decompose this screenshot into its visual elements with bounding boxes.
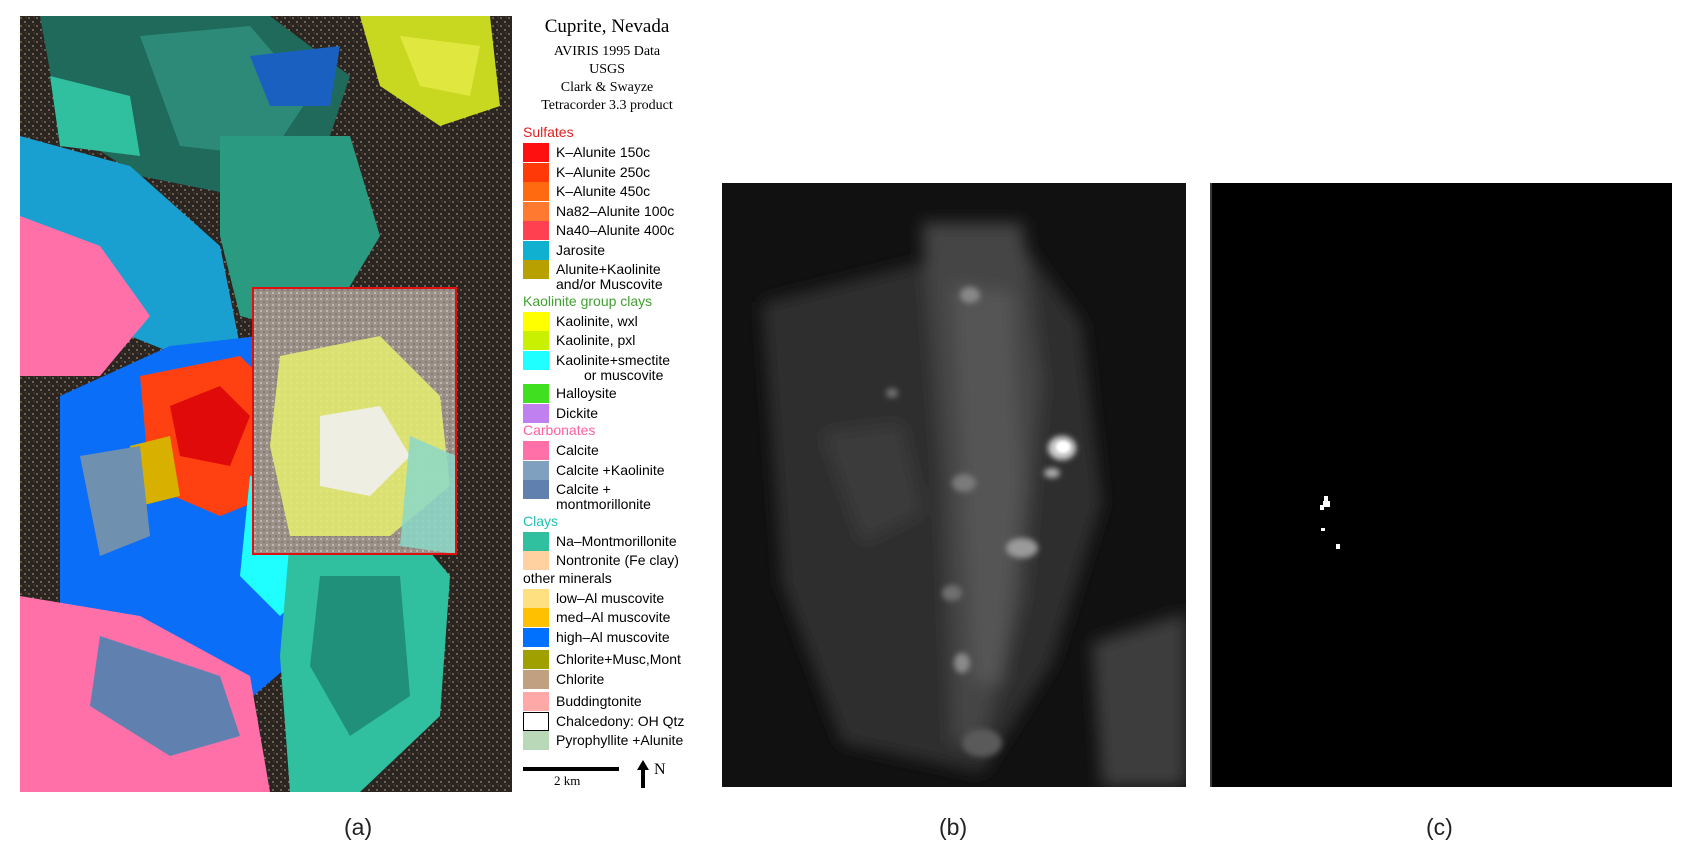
legend-swatch xyxy=(523,384,549,403)
detected-pixel xyxy=(1324,496,1328,501)
map-legend: Cuprite, Nevada AVIRIS 1995 Data USGS Cl… xyxy=(518,16,696,796)
legend-swatch xyxy=(523,650,549,669)
legend-item-label: Na82–Alunite 100c xyxy=(556,202,675,219)
caption-b: (b) xyxy=(939,814,968,840)
north-label: N xyxy=(654,761,666,778)
legend-swatch xyxy=(523,669,549,689)
legend-swatch xyxy=(523,403,549,423)
legend-group-heading: Carbonates xyxy=(523,422,596,438)
detected-pixel xyxy=(1321,528,1325,531)
legend-item-label: Na–Montmorillonite xyxy=(556,532,677,549)
legend-swatch xyxy=(523,240,549,260)
legend-item-label: Calcite xyxy=(556,442,599,458)
legend-swatch xyxy=(523,692,549,711)
legend-swatch xyxy=(523,331,549,350)
legend-item-label-line2: montmorillonite xyxy=(556,496,651,512)
mineral-map xyxy=(20,16,512,792)
legend-swatch xyxy=(523,551,549,570)
scale-label: 2 km xyxy=(554,773,581,788)
legend-item-label: Jarosite xyxy=(556,241,606,258)
detected-pixel xyxy=(1320,505,1324,510)
legend-swatch xyxy=(523,162,549,182)
legend-item-label-line2: and/or Muscovite xyxy=(556,276,663,292)
legend-item-label: Halloysite xyxy=(556,385,617,401)
legend-subtitle-2: USGS xyxy=(589,62,625,77)
legend-swatch xyxy=(523,480,549,499)
caption-a: (a) xyxy=(344,814,373,840)
legend-swatch xyxy=(523,201,549,221)
legend-item-label: Buddingtonite xyxy=(556,693,642,709)
legend-swatch xyxy=(523,531,549,551)
legend-swatch xyxy=(523,221,549,240)
legend-swatch xyxy=(523,182,549,201)
scale-bar xyxy=(523,767,619,771)
legend-swatch xyxy=(523,143,549,162)
legend-item-label: Nontronite (Fe clay) xyxy=(556,552,679,568)
legend-item-label: Alunite+Kaolinite xyxy=(556,261,661,277)
abundance-image xyxy=(722,183,1186,787)
legend-item-label: Chalcedony: OH Qtz xyxy=(556,712,685,729)
legend-item-label: Kaolinite, pxl xyxy=(556,332,636,348)
legend-swatch xyxy=(523,608,549,627)
detected-pixel xyxy=(1336,544,1340,549)
legend-swatch xyxy=(523,588,549,608)
legend-subtitle-4: Tetracorder 3.3 product xyxy=(541,98,673,113)
legend-title: Cuprite, Nevada xyxy=(544,16,670,37)
legend-item-label: med–Al muscovite xyxy=(556,609,671,625)
legend-group-heading: Clays xyxy=(523,512,559,529)
legend-group-heading: Sulfates xyxy=(523,124,574,140)
legend-item-label: high–Al muscovite xyxy=(556,628,670,645)
north-arrow-icon xyxy=(637,760,649,788)
legend-item-label: low–Al muscovite xyxy=(556,589,665,606)
legend-swatch xyxy=(523,460,549,480)
legend-swatch xyxy=(523,711,549,731)
legend-item-label: Na40–Alunite 400c xyxy=(556,222,675,238)
detection-map xyxy=(1210,183,1672,787)
legend-swatch xyxy=(523,627,549,647)
legend-swatch xyxy=(523,441,549,460)
legend-group-heading: other minerals xyxy=(523,569,612,586)
legend-swatch xyxy=(523,260,549,279)
legend-item-label: Pyrophyllite +Alunite xyxy=(556,732,684,748)
legend-item-label: K–Alunite 150c xyxy=(556,144,651,160)
legend-item-label-line2: or muscovite xyxy=(584,366,664,383)
legend-subtitle-3: Clark & Swayze xyxy=(560,80,654,95)
legend-item-label: K–Alunite 450c xyxy=(556,183,651,199)
legend-item-label: Kaolinite+smectite xyxy=(556,351,671,368)
legend-group-heading: Kaolinite group clays xyxy=(523,292,653,309)
legend-item-label: Calcite + xyxy=(556,481,611,497)
legend-item-label: Chlorite xyxy=(556,670,605,687)
detected-pixel xyxy=(1323,501,1330,507)
legend-item-label: Kaolinite, wxl xyxy=(556,312,638,329)
legend-item-label: Dickite xyxy=(556,404,599,421)
legend-swatch xyxy=(523,731,549,750)
legend-swatch xyxy=(523,311,549,331)
legend-item-label: K–Alunite 250c xyxy=(556,163,651,180)
legend-item-label: Chlorite+Musc,Mont xyxy=(556,651,681,667)
legend-swatch xyxy=(523,350,549,370)
legend-item-label: Calcite +Kaolinite xyxy=(556,461,665,478)
legend-subtitle-1: AVIRIS 1995 Data xyxy=(553,44,661,59)
caption-c: (c) xyxy=(1426,814,1453,840)
